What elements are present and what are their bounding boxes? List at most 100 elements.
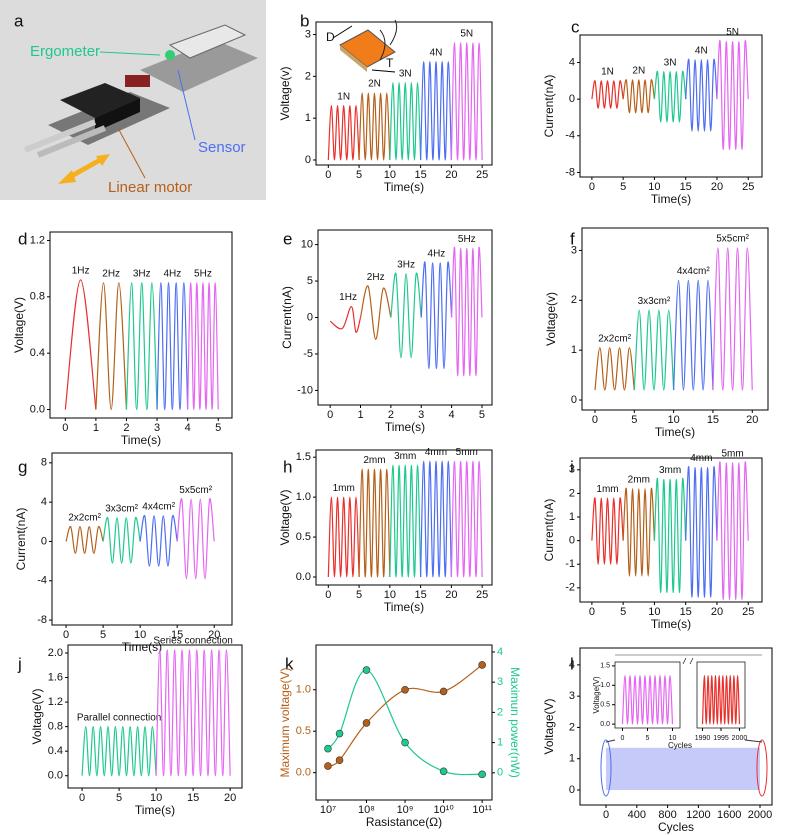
x-tick-label: 2 — [388, 409, 394, 421]
x-tick-label: 1 — [357, 409, 363, 421]
series-label: 1Hz — [339, 292, 357, 303]
y-tick-label: 0 — [305, 154, 311, 166]
y-tick-label: 0 — [569, 784, 575, 796]
panel-letter: a — [14, 11, 24, 30]
series-label: 3N — [399, 68, 412, 79]
rod — [23, 119, 97, 153]
series-label: 1Hz — [72, 266, 90, 277]
series-line — [716, 40, 749, 151]
series-label: 5N — [460, 29, 473, 40]
series-label: 5Hz — [194, 268, 212, 279]
pointer — [117, 127, 146, 179]
y-tick-label: 0.0 — [296, 767, 311, 779]
arrow-head — [58, 170, 76, 184]
series-label: 4Hz — [163, 268, 181, 279]
y-tick-label: 2.0 — [48, 647, 63, 659]
series-label: 5x5cm² — [179, 485, 212, 496]
x-tick-label: 2000 — [748, 809, 772, 821]
series-line — [125, 282, 158, 411]
band — [606, 747, 760, 790]
series-line — [716, 461, 749, 601]
marker — [324, 744, 332, 753]
y-axis-label: Current(nA) — [280, 286, 294, 349]
panel-letter: h — [283, 457, 292, 476]
series-label: 2x2cm² — [598, 333, 631, 344]
x-tick-label: 5 — [356, 169, 362, 181]
series-line — [420, 460, 452, 578]
series-line — [685, 59, 718, 132]
series-label: 4x4cm² — [142, 502, 175, 513]
marker — [439, 767, 448, 776]
marker — [335, 729, 344, 738]
y-tick-label: 10 — [301, 238, 313, 250]
series-label: 2x2cm² — [68, 512, 101, 523]
sensor-body — [168, 24, 247, 59]
x-tick-label: 5 — [479, 409, 485, 421]
inset-y-label: Voltage(V) — [592, 676, 601, 714]
x-axis-label: Time(s) — [651, 192, 691, 206]
plot-frame — [579, 34, 763, 178]
y-tick-label: -1 — [565, 558, 575, 570]
y-tick-label: 0 — [497, 767, 503, 779]
series-line — [102, 517, 141, 564]
y-tick-label: -2 — [565, 582, 575, 594]
x-tick-label: 1990 — [695, 735, 711, 742]
y-tick-label: 0.5 — [296, 531, 311, 543]
plot-frame — [49, 231, 233, 419]
y-tick-label: 0.8 — [48, 721, 63, 733]
y-tick-label: 4 — [41, 496, 47, 508]
y-tick-label: 0.0 — [600, 721, 610, 728]
x-tick-label: 10 — [134, 629, 146, 641]
series-label: 3Hz — [133, 268, 151, 279]
inset-plate-side — [340, 45, 367, 72]
series-line — [327, 496, 360, 578]
x-tick-label: 0 — [621, 735, 625, 742]
y-tick-label: 1.6 — [48, 671, 63, 683]
series-line — [673, 279, 714, 391]
y-tick-label: 0.8 — [30, 291, 45, 303]
y-tick-label: 0.0 — [296, 571, 311, 583]
panel-letter: i — [570, 457, 574, 476]
x-tick-label: 0 — [327, 409, 333, 421]
x-tick-label: 15 — [187, 792, 199, 804]
y-tick-label: -8 — [37, 614, 47, 626]
marker — [335, 756, 344, 765]
x-axis-label: Cycles — [658, 820, 694, 834]
x-axis-label: Time(s) — [655, 425, 695, 439]
plot-frame — [581, 227, 769, 411]
illustration: a Ergometer Sensor Linear motor — [0, 0, 266, 200]
label: Sensor — [198, 139, 246, 156]
y-tick-label: 1.5 — [296, 451, 311, 463]
y-tick-label: 1.0 — [296, 684, 311, 696]
marker — [362, 666, 371, 674]
x-axis-label: Time(s) — [384, 600, 424, 614]
series-label: 4mm — [690, 453, 712, 464]
x-tick-label: 10⁹ — [397, 804, 414, 816]
series-line — [420, 261, 453, 370]
x-tick-label: 15 — [171, 629, 183, 641]
series-label: 1mm — [333, 483, 355, 494]
series-label: 2mm — [363, 455, 385, 466]
series-line — [187, 282, 219, 411]
motor-block — [60, 83, 140, 118]
series-line — [701, 674, 741, 725]
highlight — [600, 739, 612, 797]
label: Linear motor — [108, 179, 192, 196]
x-tick-label: 10 — [667, 414, 679, 426]
marker — [324, 762, 332, 770]
x-axis-label: Time(s) — [121, 433, 161, 447]
series-line — [420, 61, 452, 161]
x-tick-label: 10 — [669, 735, 677, 742]
marker — [401, 738, 409, 747]
y-tick-label: 1 — [569, 753, 575, 765]
series-line — [64, 279, 97, 410]
series-label: Series connection — [153, 636, 233, 647]
x-tick-label: 5 — [631, 414, 637, 426]
x-tick-label: 0 — [325, 589, 331, 601]
connector — [605, 739, 616, 743]
series-line — [389, 464, 422, 578]
break-mark — [689, 657, 694, 665]
x-tick-label: 2000 — [732, 735, 748, 742]
y-tick-label: 1 — [569, 511, 575, 523]
